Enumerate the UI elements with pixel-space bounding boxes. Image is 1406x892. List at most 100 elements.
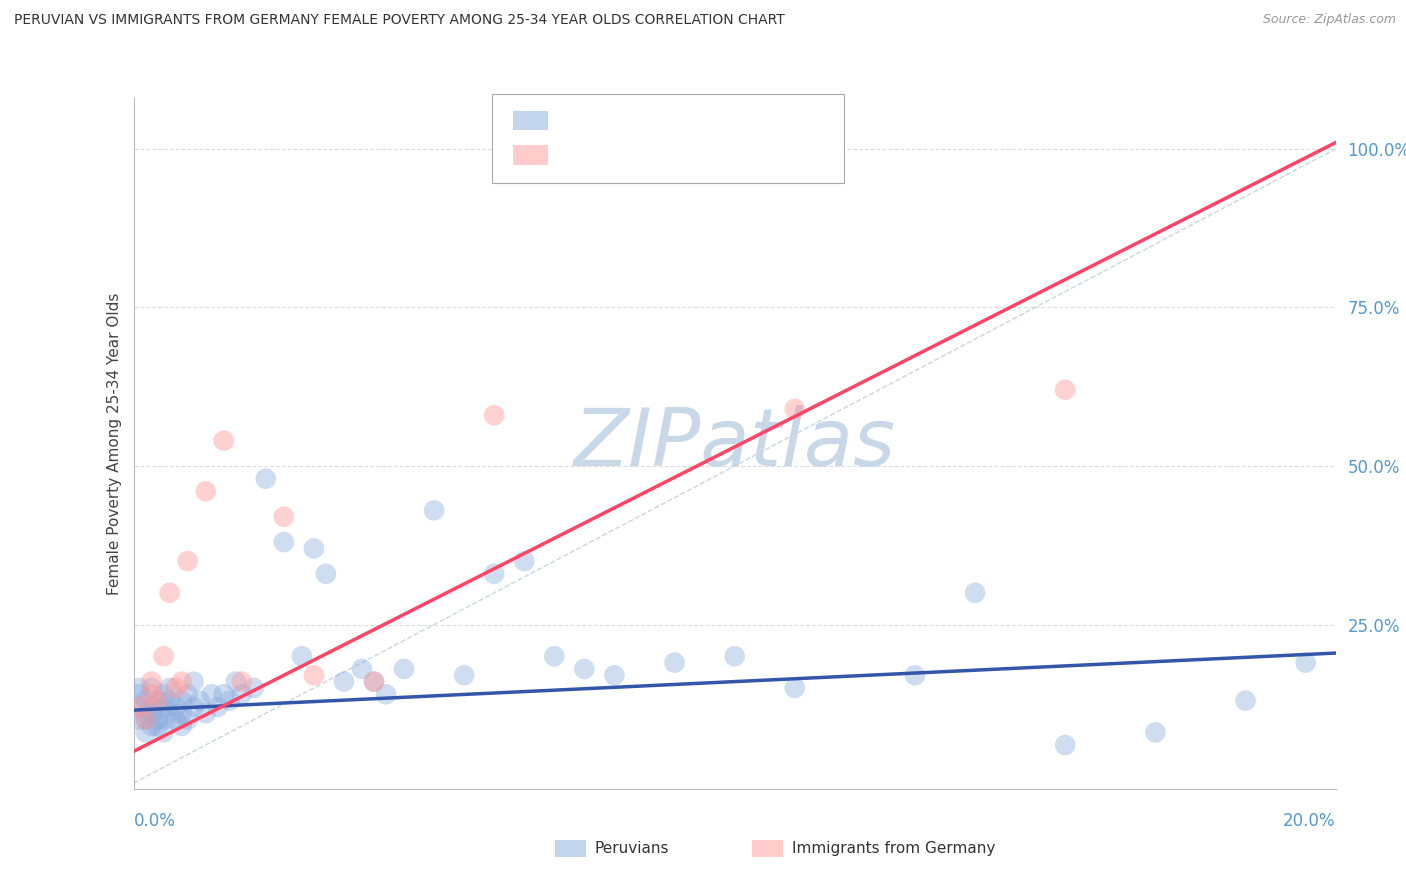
Point bbox=[231, 674, 253, 689]
Point bbox=[201, 687, 224, 701]
Point bbox=[1144, 725, 1167, 739]
Point bbox=[141, 681, 163, 695]
Point bbox=[165, 681, 187, 695]
Point bbox=[141, 687, 163, 701]
Point bbox=[146, 693, 169, 707]
Point bbox=[170, 706, 193, 721]
Y-axis label: Female Poverty Among 25-34 Year Olds: Female Poverty Among 25-34 Year Olds bbox=[107, 293, 122, 595]
Point bbox=[423, 503, 446, 517]
Text: 0.0%: 0.0% bbox=[134, 812, 176, 830]
Point bbox=[159, 706, 181, 721]
Text: N =: N = bbox=[662, 148, 696, 162]
Point bbox=[194, 484, 217, 499]
Point bbox=[128, 687, 150, 701]
Point bbox=[141, 706, 163, 721]
Point bbox=[159, 693, 181, 707]
Point bbox=[273, 535, 295, 549]
Point bbox=[183, 700, 205, 714]
Point bbox=[723, 649, 745, 664]
Point bbox=[664, 656, 686, 670]
Text: 19: 19 bbox=[697, 148, 718, 162]
Point bbox=[194, 706, 217, 721]
Text: 0.144: 0.144 bbox=[593, 113, 641, 128]
Point bbox=[350, 662, 373, 676]
Point bbox=[254, 472, 277, 486]
Point bbox=[243, 681, 266, 695]
Point bbox=[146, 693, 169, 707]
Point bbox=[170, 693, 193, 707]
Point bbox=[135, 713, 157, 727]
Point bbox=[1295, 656, 1317, 670]
Point bbox=[231, 687, 253, 701]
Point bbox=[212, 434, 235, 448]
Point bbox=[135, 713, 157, 727]
Point bbox=[291, 649, 314, 664]
Text: Peruvians: Peruvians bbox=[595, 841, 669, 855]
Point bbox=[128, 681, 150, 695]
Point bbox=[212, 687, 235, 701]
Point bbox=[225, 674, 247, 689]
Point bbox=[273, 509, 295, 524]
Text: PERUVIAN VS IMMIGRANTS FROM GERMANY FEMALE POVERTY AMONG 25-34 YEAR OLDS CORRELA: PERUVIAN VS IMMIGRANTS FROM GERMANY FEMA… bbox=[14, 13, 785, 28]
Point bbox=[128, 700, 150, 714]
Point bbox=[128, 713, 150, 727]
Text: R =: R = bbox=[558, 148, 592, 162]
Point bbox=[543, 649, 565, 664]
Point bbox=[165, 713, 187, 727]
Point bbox=[152, 649, 174, 664]
Point bbox=[1054, 738, 1077, 752]
Point bbox=[603, 668, 626, 682]
Text: Source: ZipAtlas.com: Source: ZipAtlas.com bbox=[1263, 13, 1396, 27]
Point bbox=[135, 693, 157, 707]
Point bbox=[141, 719, 163, 733]
Point bbox=[574, 662, 596, 676]
Point bbox=[170, 719, 193, 733]
Point bbox=[1054, 383, 1077, 397]
Point bbox=[333, 674, 356, 689]
Point bbox=[152, 725, 174, 739]
Point bbox=[159, 681, 181, 695]
Point bbox=[188, 693, 211, 707]
Point bbox=[484, 409, 506, 423]
Text: 66: 66 bbox=[697, 113, 718, 128]
Text: 20.0%: 20.0% bbox=[1284, 812, 1336, 830]
Point bbox=[363, 674, 385, 689]
Point bbox=[176, 713, 198, 727]
Point bbox=[152, 713, 174, 727]
Point bbox=[170, 674, 193, 689]
Point bbox=[904, 668, 927, 682]
Point bbox=[363, 674, 385, 689]
Point bbox=[165, 700, 187, 714]
Text: Immigrants from Germany: Immigrants from Germany bbox=[792, 841, 995, 855]
Point bbox=[392, 662, 415, 676]
Text: N =: N = bbox=[662, 113, 696, 128]
Point bbox=[183, 674, 205, 689]
Point bbox=[375, 687, 398, 701]
Text: ZIPatlas: ZIPatlas bbox=[574, 405, 896, 483]
Point bbox=[965, 586, 987, 600]
Text: 0.671: 0.671 bbox=[593, 148, 641, 162]
Point bbox=[783, 681, 806, 695]
Point bbox=[152, 700, 174, 714]
Point bbox=[1234, 693, 1257, 707]
Point bbox=[484, 566, 506, 581]
Point bbox=[207, 700, 229, 714]
Point bbox=[513, 554, 536, 568]
Point bbox=[128, 700, 150, 714]
Point bbox=[176, 687, 198, 701]
Point bbox=[315, 566, 337, 581]
Point bbox=[783, 401, 806, 416]
Text: R =: R = bbox=[558, 113, 592, 128]
Point bbox=[302, 668, 325, 682]
Point bbox=[146, 713, 169, 727]
Point bbox=[141, 700, 163, 714]
Point bbox=[135, 725, 157, 739]
Point bbox=[453, 668, 475, 682]
Point bbox=[146, 719, 169, 733]
Point bbox=[152, 687, 174, 701]
Point bbox=[302, 541, 325, 556]
Point bbox=[159, 586, 181, 600]
Point bbox=[141, 674, 163, 689]
Point bbox=[135, 706, 157, 721]
Point bbox=[176, 554, 198, 568]
